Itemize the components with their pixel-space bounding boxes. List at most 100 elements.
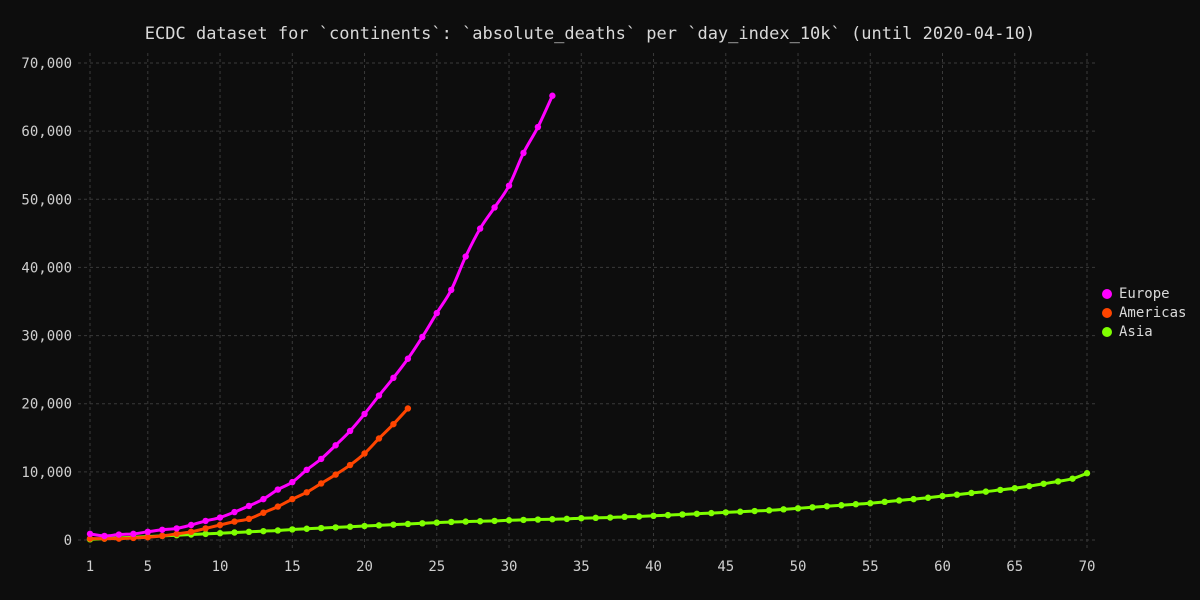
data-point-asia — [751, 507, 758, 515]
data-point-asia — [520, 516, 527, 524]
data-point-europe — [433, 309, 440, 317]
data-point-asia — [216, 529, 224, 537]
data-point-asia — [737, 508, 744, 515]
data-point-europe — [231, 508, 238, 516]
data-point-europe — [549, 92, 556, 99]
data-point-americas — [231, 518, 238, 525]
data-point-europe — [476, 225, 484, 232]
data-point-americas — [245, 515, 253, 523]
data-point-americas — [202, 525, 209, 532]
data-point-asia — [563, 515, 571, 523]
data-point-asia — [202, 530, 209, 538]
data-point-asia — [578, 514, 585, 522]
data-point-europe — [491, 204, 498, 211]
data-point-europe — [375, 392, 383, 399]
data-point-asia — [245, 528, 253, 536]
data-point-asia — [867, 500, 874, 507]
axis-layer: 0 10,000 20,000 30,000 40,000 50,000 60,000 70,… — [21, 56, 1095, 575]
data-point-europe — [130, 530, 137, 538]
data-point-europe — [390, 374, 397, 382]
data-point-americas — [159, 532, 166, 540]
y-tick-label: 50,000 — [21, 192, 72, 208]
legend-label-europe: Europe — [1119, 285, 1170, 302]
x-tick-label: 60 — [934, 559, 951, 575]
data-point-americas — [260, 509, 267, 516]
data-point-asia — [404, 520, 412, 528]
data-point-asia — [794, 505, 802, 512]
data-point-asia — [448, 518, 455, 526]
legend-item-americas: Americas — [1102, 303, 1186, 322]
data-point-asia — [968, 489, 975, 497]
data-point-europe — [404, 355, 412, 362]
x-tick-label: 1 — [86, 559, 94, 575]
data-point-asia — [852, 501, 860, 508]
x-tick-label: 55 — [862, 559, 879, 575]
data-point-asia — [491, 517, 498, 525]
data-point-asia — [361, 522, 368, 530]
data-point-europe — [419, 333, 426, 341]
legend: Europe Americas Asia — [1102, 284, 1186, 341]
series-line-asia — [88, 471, 1089, 541]
x-tick-label: 65 — [1006, 559, 1023, 575]
data-point-asia — [317, 524, 325, 532]
data-point-asia — [1011, 485, 1018, 492]
data-point-americas — [361, 450, 368, 457]
data-point-asia — [332, 524, 339, 531]
data-point-europe — [505, 182, 513, 189]
data-point-europe — [448, 286, 455, 294]
data-point-asia — [881, 498, 888, 506]
data-point-asia — [982, 488, 990, 495]
legend-item-europe: Europe — [1102, 284, 1186, 303]
data-point-asia — [289, 526, 296, 533]
data-point-asia — [635, 513, 643, 520]
data-point-americas — [216, 521, 224, 529]
data-point-asia — [838, 502, 845, 509]
series-layer — [86, 92, 1091, 543]
data-point-europe — [317, 455, 325, 463]
data-point-asia — [231, 529, 238, 536]
data-point-asia — [1040, 480, 1047, 487]
data-point-americas — [404, 405, 412, 412]
data-point-europe — [144, 528, 151, 536]
data-point-asia — [650, 512, 657, 520]
data-point-asia — [895, 497, 903, 504]
data-point-asia — [534, 516, 542, 523]
data-point-europe — [101, 532, 108, 540]
x-tick-label: 35 — [573, 559, 590, 575]
data-point-americas — [289, 495, 296, 503]
series-line-europe — [88, 94, 554, 538]
data-point-europe — [274, 486, 282, 493]
data-point-asia — [809, 504, 816, 511]
data-point-asia — [1069, 475, 1076, 482]
y-tick-label: 20,000 — [21, 397, 72, 413]
data-point-asia — [997, 486, 1004, 494]
data-point-asia — [910, 495, 917, 503]
data-point-asia — [390, 521, 397, 528]
data-point-asia — [939, 492, 946, 500]
data-point-asia — [722, 509, 729, 516]
x-tick-label: 30 — [501, 559, 518, 575]
x-tick-label: 20 — [356, 559, 373, 575]
data-point-asia — [924, 494, 932, 501]
data-point-europe — [534, 123, 542, 131]
grid-layer — [78, 53, 1097, 550]
data-point-americas — [187, 528, 195, 536]
data-point-europe — [289, 478, 296, 486]
legend-label-asia: Asia — [1119, 323, 1153, 340]
data-point-europe — [115, 531, 123, 538]
y-tick-label: 70,000 — [21, 56, 72, 72]
data-point-americas — [332, 471, 339, 478]
data-point-europe — [303, 466, 310, 474]
data-point-asia — [780, 506, 787, 513]
legend-swatch-europe — [1102, 288, 1112, 299]
data-point-europe — [462, 253, 469, 260]
data-point-asia — [679, 511, 686, 518]
data-point-americas — [274, 503, 282, 510]
x-tick-label: 70 — [1079, 559, 1096, 575]
data-point-asia — [1083, 470, 1091, 477]
data-point-asia — [260, 527, 267, 535]
x-tick-label: 50 — [790, 559, 807, 575]
chart-title: ECDC dataset for `continents`: `absolute… — [144, 24, 1036, 44]
